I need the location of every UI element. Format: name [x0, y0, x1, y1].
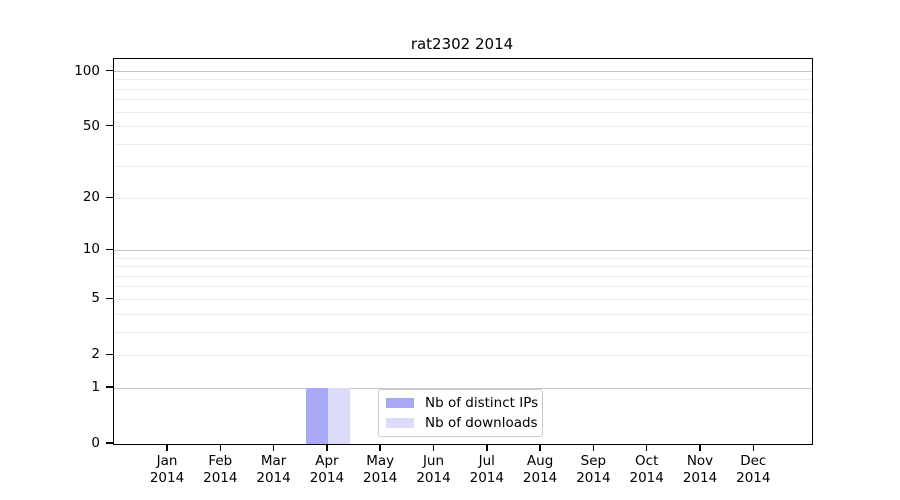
- legend-row-distinct-ips: Nb of distinct IPs: [379, 395, 542, 411]
- x-tick-label: Aug 2014: [522, 453, 558, 486]
- y-tick-label: 50: [82, 117, 100, 134]
- y-tick: [106, 386, 113, 388]
- x-tick: [219, 444, 222, 451]
- x-tick-label: Mar 2014: [256, 453, 291, 486]
- legend-swatch-distinct-ips: [386, 398, 414, 408]
- x-tick-label: Feb 2014: [203, 453, 238, 486]
- y-tick: [106, 297, 113, 300]
- gridline-minor: [114, 126, 812, 128]
- x-tick: [272, 444, 275, 451]
- gridline-major: [114, 387, 812, 389]
- gridline-minor: [114, 88, 812, 90]
- bar-downloads: [327, 388, 350, 444]
- y-tick: [106, 248, 113, 251]
- y-tick: [106, 353, 113, 356]
- x-tick-label: Jul 2014: [469, 453, 504, 486]
- gridline-minor: [114, 354, 812, 356]
- x-tick: [752, 444, 755, 451]
- gridline-minor: [114, 313, 812, 315]
- x-tick: [592, 444, 595, 451]
- y-tick-label: 10: [82, 241, 100, 258]
- gridline-major: [114, 249, 812, 251]
- gridline-minor: [114, 166, 812, 168]
- x-tick-label: Oct 2014: [629, 453, 664, 486]
- y-tick-label: 5: [91, 290, 100, 307]
- x-tick-label: Jan 2014: [149, 453, 185, 486]
- y-tick: [106, 124, 113, 127]
- x-tick-label: Jun 2014: [416, 453, 451, 486]
- x-tick: [645, 444, 648, 451]
- legend-swatch-downloads: [386, 418, 414, 428]
- x-tick-label: May 2014: [363, 453, 398, 486]
- gridline-minor: [114, 111, 812, 113]
- y-tick-label: 1: [91, 379, 100, 396]
- y-tick-label: 0: [91, 435, 100, 451]
- y-tick: [106, 196, 113, 199]
- y-tick-label: 100: [74, 62, 100, 79]
- x-tick: [432, 444, 435, 451]
- gridline-minor: [114, 197, 812, 199]
- gridline-minor: [114, 257, 812, 259]
- legend-row-downloads: Nb of downloads: [379, 415, 542, 431]
- y-tick-label: 2: [91, 346, 100, 363]
- y-tick-label: 20: [82, 189, 100, 206]
- x-tick-label: Nov 2014: [682, 453, 718, 486]
- x-tick: [486, 444, 488, 451]
- gridline-minor: [114, 79, 812, 81]
- gridline-minor: [114, 143, 812, 145]
- x-tick-label: Sep 2014: [576, 453, 611, 486]
- x-tick: [539, 444, 541, 451]
- gridline-minor: [114, 298, 812, 300]
- gridline-minor: [114, 99, 812, 101]
- legend-label-distinct-ips: Nb of distinct IPs: [425, 395, 539, 411]
- x-tick: [326, 444, 328, 451]
- gridline-minor: [114, 266, 812, 268]
- x-tick: [699, 444, 701, 451]
- x-tick-label: Apr 2014: [309, 453, 345, 486]
- gridline-minor: [114, 331, 812, 333]
- y-tick: [106, 442, 113, 444]
- x-tick: [379, 444, 381, 451]
- bar-distinct-ips: [306, 388, 328, 444]
- plot-area: [113, 58, 813, 445]
- y-tick: [106, 69, 113, 72]
- x-tick-label: Dec 2014: [736, 453, 771, 486]
- gridline-minor: [114, 275, 812, 277]
- legend: Nb of distinct IPs Nb of downloads: [378, 389, 543, 437]
- gridline-minor: [114, 286, 812, 288]
- x-tick: [166, 444, 168, 451]
- legend-label-downloads: Nb of downloads: [425, 415, 538, 431]
- gridline-major: [114, 71, 812, 73]
- chart-title: rat2302 2014: [410, 35, 514, 53]
